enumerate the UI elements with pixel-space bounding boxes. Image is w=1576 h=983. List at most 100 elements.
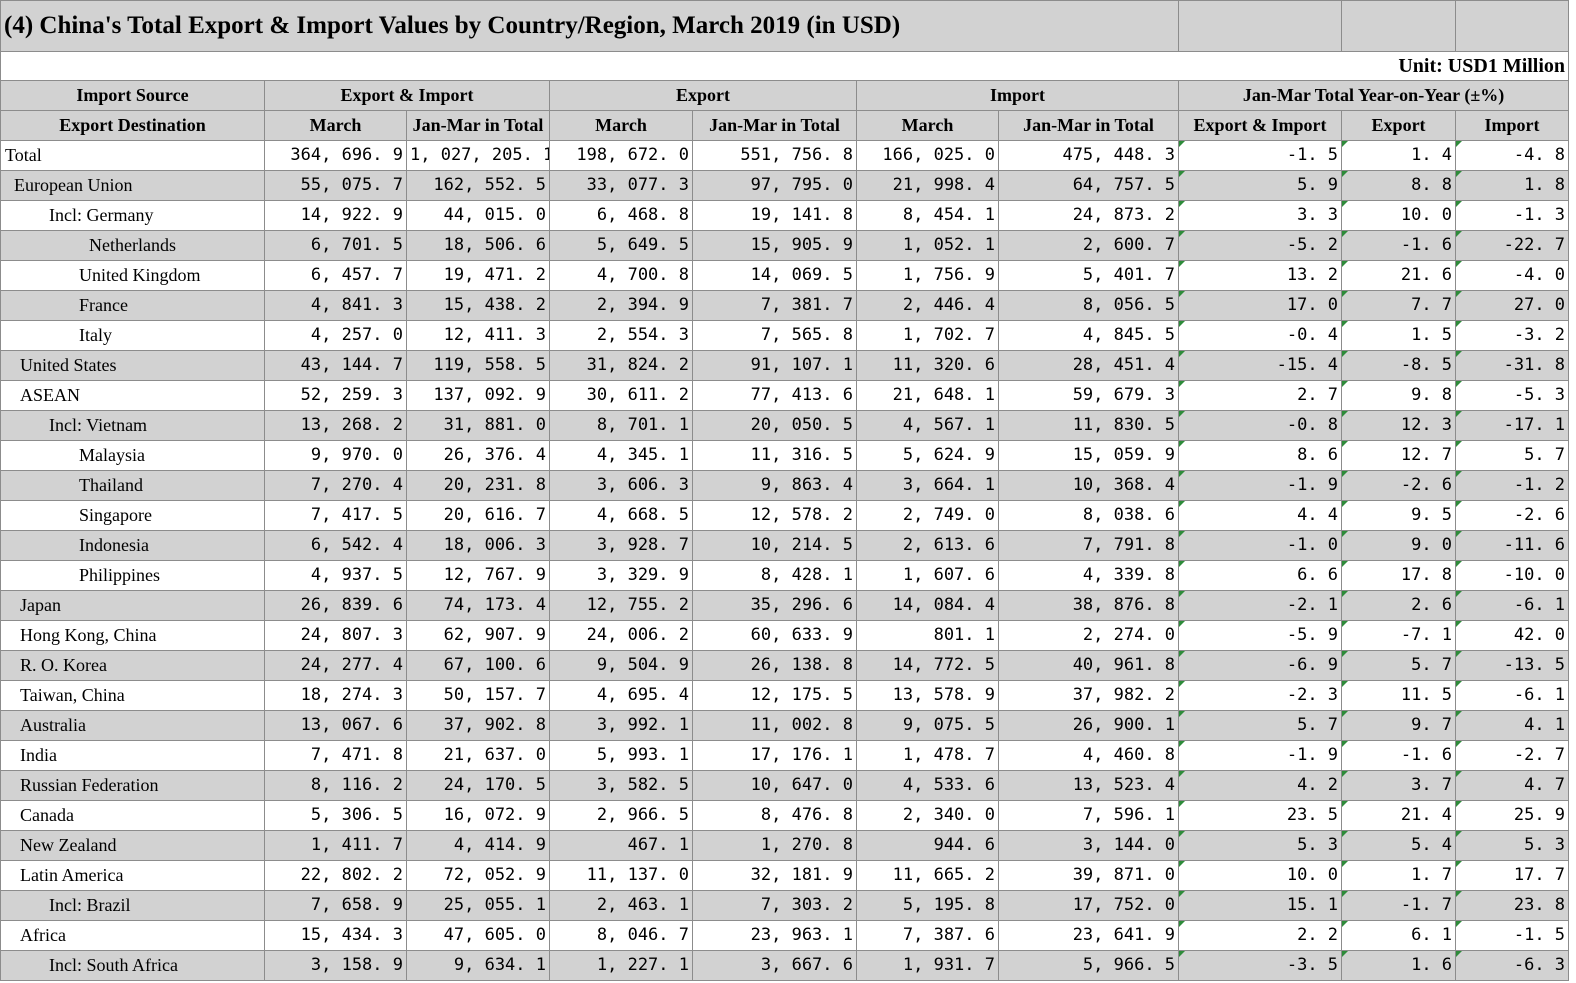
- cell-im-march: 944. 6: [856, 830, 999, 861]
- row-label: Total: [0, 140, 265, 171]
- cell-im-march: 14, 084. 4: [856, 590, 999, 621]
- cell-ex-march: 3, 329. 9: [549, 560, 693, 591]
- cell-im-march: 3, 664. 1: [856, 470, 999, 501]
- cell-ex-march: 3, 606. 3: [549, 470, 693, 501]
- cell-yoy-im: -4. 0: [1455, 260, 1570, 291]
- header-yoy-im: Import: [1455, 110, 1570, 141]
- cell-yoy-ei: 2. 7: [1178, 380, 1343, 411]
- cell-ei-march: 364, 696. 9: [264, 140, 407, 171]
- cell-yoy-ex: 2. 6: [1341, 590, 1457, 621]
- cell-im-total: 8, 056. 5: [997, 290, 1180, 321]
- cell-yoy-ex: -8. 5: [1341, 350, 1457, 381]
- cell-im-total: 39, 871. 0: [997, 860, 1180, 891]
- cell-im-total: 15, 059. 9: [997, 440, 1180, 471]
- header-yoy-ei: Export & Import: [1178, 110, 1343, 141]
- cell-yoy-ex: 1. 7: [1341, 860, 1457, 891]
- cell-ex-march: 2, 394. 9: [549, 290, 693, 321]
- cell-im-total: 10, 368. 4: [997, 470, 1180, 501]
- cell-ei-march: 55, 075. 7: [264, 170, 407, 201]
- header-export-destination: Export Destination: [0, 110, 265, 141]
- table-row: Malaysia 9, 970. 0 26, 376. 4 4, 345. 1 11, …: [0, 440, 1570, 471]
- cell-yoy-im: 42. 0: [1455, 620, 1570, 651]
- header-export: Export: [549, 80, 857, 111]
- cell-im-march: 2, 446. 4: [856, 290, 999, 321]
- table-row: Australia 13, 067. 6 37, 902. 8 3, 992. 1 11…: [0, 710, 1570, 741]
- cell-ex-march: 467. 1: [549, 830, 693, 861]
- cell-yoy-im: -1. 2: [1455, 470, 1570, 501]
- row-label: Incl: Germany: [0, 200, 265, 231]
- header-ex-march: March: [549, 110, 693, 141]
- cell-ei-total: 24, 170. 5: [406, 770, 550, 801]
- cell-ei-march: 1, 411. 7: [264, 830, 407, 861]
- header-ex-total: Jan-Mar in Total: [692, 110, 857, 141]
- cell-im-total: 28, 451. 4: [997, 350, 1180, 381]
- cell-ex-total: 97, 795. 0: [692, 170, 857, 201]
- title-filler-cell: [1455, 0, 1570, 52]
- table-row: Total 364, 696. 9 1, 027, 205. 1 198, 672. …: [0, 140, 1570, 171]
- cell-yoy-ex: 12. 3: [1341, 410, 1457, 441]
- cell-im-march: 21, 998. 4: [856, 170, 999, 201]
- cell-yoy-ei: 5. 7: [1178, 710, 1343, 741]
- cell-yoy-ei: -1. 0: [1178, 530, 1343, 561]
- cell-yoy-ei: 3. 3: [1178, 200, 1343, 231]
- cell-im-total: 24, 873. 2: [997, 200, 1180, 231]
- cell-ex-total: 35, 296. 6: [692, 590, 857, 621]
- row-label: Malaysia: [0, 440, 265, 471]
- cell-yoy-ex: -2. 6: [1341, 470, 1457, 501]
- cell-yoy-im: -1. 3: [1455, 200, 1570, 231]
- row-label: Netherlands: [0, 230, 265, 261]
- cell-ex-march: 1, 227. 1: [549, 950, 693, 981]
- cell-ei-march: 43, 144. 7: [264, 350, 407, 381]
- cell-yoy-ei: 5. 9: [1178, 170, 1343, 201]
- cell-ei-total: 31, 881. 0: [406, 410, 550, 441]
- table-row: Incl: South Africa 3, 158. 9 9, 634. 1 1, 2…: [0, 950, 1570, 981]
- cell-ei-march: 7, 270. 4: [264, 470, 407, 501]
- cell-yoy-ex: 5. 7: [1341, 650, 1457, 681]
- cell-ei-march: 4, 841. 3: [264, 290, 407, 321]
- cell-ex-march: 11, 137. 0: [549, 860, 693, 891]
- row-label: R. O. Korea: [0, 650, 265, 681]
- cell-ei-march: 13, 067. 6: [264, 710, 407, 741]
- cell-ex-total: 1, 270. 8: [692, 830, 857, 861]
- cell-ei-march: 13, 268. 2: [264, 410, 407, 441]
- cell-ei-total: 74, 173. 4: [406, 590, 550, 621]
- cell-yoy-ei: -3. 5: [1178, 950, 1343, 981]
- cell-yoy-im: 4. 1: [1455, 710, 1570, 741]
- cell-ei-march: 3, 158. 9: [264, 950, 407, 981]
- cell-ex-total: 7, 381. 7: [692, 290, 857, 321]
- cell-yoy-ex: -1. 6: [1341, 230, 1457, 261]
- cell-yoy-im: -2. 6: [1455, 500, 1570, 531]
- cell-yoy-ex: -1. 7: [1341, 890, 1457, 921]
- cell-ei-total: 67, 100. 6: [406, 650, 550, 681]
- cell-yoy-ex: 9. 8: [1341, 380, 1457, 411]
- cell-ei-total: 4, 414. 9: [406, 830, 550, 861]
- cell-im-march: 13, 578. 9: [856, 680, 999, 711]
- cell-ex-total: 551, 756. 8: [692, 140, 857, 171]
- cell-yoy-ex: -7. 1: [1341, 620, 1457, 651]
- cell-ex-total: 11, 002. 8: [692, 710, 857, 741]
- row-label: ASEAN: [0, 380, 265, 411]
- cell-yoy-ei: 23. 5: [1178, 800, 1343, 831]
- cell-ex-march: 2, 966. 5: [549, 800, 693, 831]
- cell-ex-total: 77, 413. 6: [692, 380, 857, 411]
- cell-yoy-im: -17. 1: [1455, 410, 1570, 441]
- cell-ei-march: 4, 257. 0: [264, 320, 407, 351]
- header-import: Import: [855, 80, 1180, 111]
- table-row: Hong Kong, China 24, 807. 3 62, 907. 9 24, …: [0, 620, 1570, 651]
- cell-im-total: 3, 144. 0: [997, 830, 1180, 861]
- cell-yoy-ei: 6. 6: [1178, 560, 1343, 591]
- cell-im-total: 17, 752. 0: [997, 890, 1180, 921]
- table-row: Canada 5, 306. 5 16, 072. 9 2, 966. 5 8, 476…: [0, 800, 1570, 831]
- cell-im-march: 166, 025. 0: [856, 140, 999, 171]
- unit-label: Unit: USD1 Million: [0, 51, 1570, 81]
- cell-ei-march: 7, 417. 5: [264, 500, 407, 531]
- cell-yoy-im: -5. 3: [1455, 380, 1570, 411]
- table-row: United Kingdom 6, 457. 7 19, 471. 2 4, 700.…: [0, 260, 1570, 291]
- row-label: Africa: [0, 920, 265, 951]
- header-im-march: March: [856, 110, 999, 141]
- cell-im-total: 2, 274. 0: [997, 620, 1180, 651]
- cell-ei-total: 20, 616. 7: [406, 500, 550, 531]
- cell-im-total: 11, 830. 5: [997, 410, 1180, 441]
- cell-im-march: 1, 052. 1: [856, 230, 999, 261]
